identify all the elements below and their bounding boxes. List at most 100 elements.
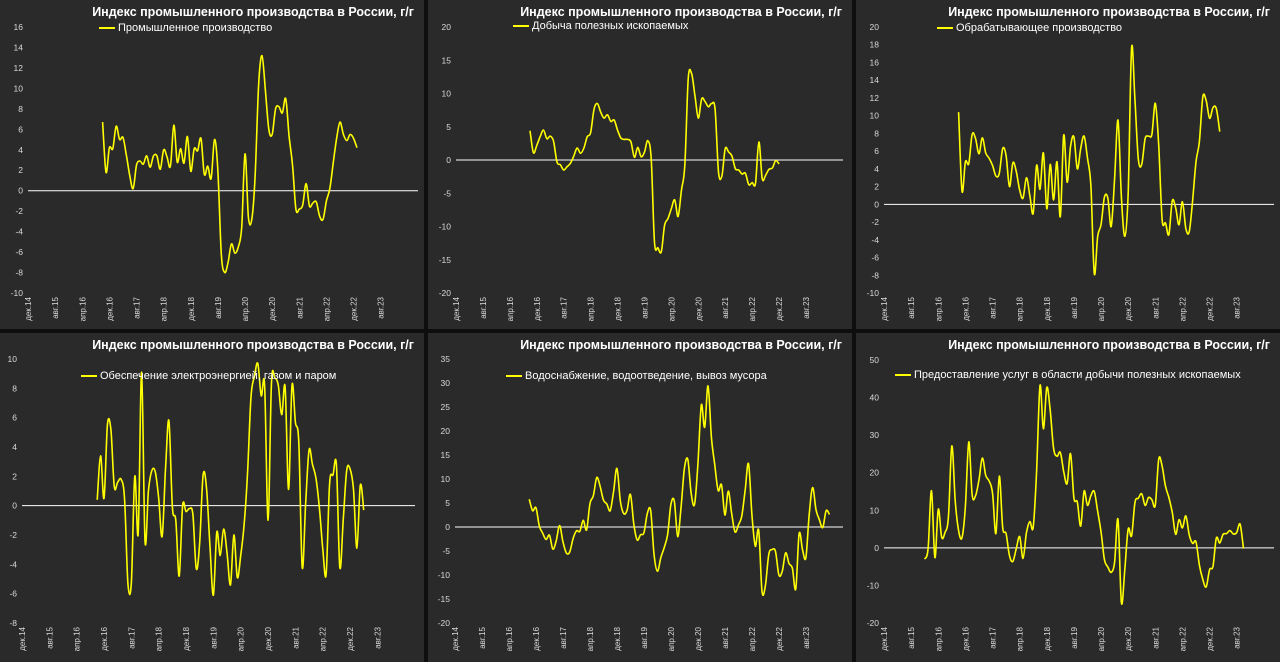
legend-label: Водоснабжение, водоотведение, вывоз мусо… <box>525 370 767 382</box>
y-tick-label: 4 <box>12 442 17 452</box>
x-tick-label: апр.16 <box>934 296 943 321</box>
y-tick-label: 16 <box>14 22 24 32</box>
x-tick-label: дек.18 <box>1043 626 1052 650</box>
y-tick-label: 10 <box>14 83 24 93</box>
x-tick-label: дек.22 <box>346 626 355 650</box>
y-tick-label: 10 <box>8 354 18 364</box>
y-tick-label: -10 <box>438 570 451 580</box>
chart-panel-water: -20 -15 -10 -5 0 5 10 15 20 25 30 35 дек.14 авг.15 апр… <box>428 333 852 662</box>
x-tick-label: дек.22 <box>1206 626 1215 650</box>
y-tick-label: 10 <box>442 89 452 99</box>
y-tick-label: 2 <box>18 165 23 175</box>
series-line <box>923 384 1245 605</box>
y-tick-label: 50 <box>870 355 880 365</box>
y-tick-label: 0 <box>874 199 879 209</box>
y-tick-label: 10 <box>441 474 451 484</box>
y-tick-label: 20 <box>442 22 452 32</box>
x-tick-label: дек.14 <box>880 626 889 650</box>
chart-panel-industrial-production: -10 -8 -6 -4 -2 0 2 4 6 8 10 12 14 16 дек.14 авг.15 апр.… <box>0 0 424 329</box>
x-tick-label: дек.22 <box>350 296 359 320</box>
y-tick-label: 10 <box>870 111 880 121</box>
legend-label: Промышленное производство <box>118 22 273 34</box>
x-tick-label: апр.22 <box>1178 626 1187 651</box>
x-tick-label: авг.19 <box>209 626 218 648</box>
x-tick-label: дек.22 <box>775 626 784 650</box>
x-tick-label: апр.16 <box>934 626 943 651</box>
x-tick-label: дек.18 <box>187 296 196 320</box>
x-tick-label: авг.17 <box>989 296 998 318</box>
x-tick-label: апр.20 <box>237 626 246 651</box>
x-tick-label: апр.18 <box>587 296 596 321</box>
x-tick-label: дек.20 <box>1124 296 1133 320</box>
x-tick-label: авг.21 <box>721 626 730 648</box>
y-tick-label: 4 <box>18 145 23 155</box>
x-tick-label: авг.19 <box>214 296 223 318</box>
y-tick-label: 30 <box>441 378 451 388</box>
series-line <box>101 54 358 274</box>
x-tick-label: апр.20 <box>1097 296 1106 321</box>
y-tick-label: -15 <box>439 255 452 265</box>
x-tick-label: дек.18 <box>182 626 191 650</box>
y-tick-label: 14 <box>870 75 880 85</box>
x-tick-label: авг.19 <box>1070 626 1079 648</box>
y-tick-label: -2 <box>15 206 23 216</box>
legend-label: Обеспечение электроэнергией, газом и пар… <box>100 370 337 382</box>
y-tick-label: 0 <box>446 155 451 165</box>
y-tick-label: 20 <box>870 468 880 478</box>
chart-svg: -20 -15 -10 -5 0 5 10 15 20 дек.14 авг.15 апр.16 дек… <box>439 22 843 321</box>
x-tick-label: апр.22 <box>1178 296 1187 321</box>
x-tick-label: дек.20 <box>264 626 273 650</box>
x-tick-label: апр.16 <box>505 626 514 651</box>
x-tick-label: апр.18 <box>155 626 164 651</box>
legend-label: Предоставление услуг в области добычи по… <box>914 369 1241 381</box>
x-tick-label: апр.22 <box>322 296 331 321</box>
y-tick-label: -8 <box>9 618 17 628</box>
x-tick-label: апр.22 <box>319 626 328 651</box>
legend-line-swatch <box>937 27 953 29</box>
chart-legend: Водоснабжение, водоотведение, вывоз мусо… <box>506 370 767 382</box>
y-tick-label: -10 <box>867 288 880 298</box>
series-line <box>957 44 1221 276</box>
y-tick-label: 0 <box>445 522 450 532</box>
x-tick-label: дек.20 <box>1124 626 1133 650</box>
x-tick-label: дек.16 <box>533 296 542 320</box>
y-tick-label: 25 <box>441 402 451 412</box>
chart-legend: Предоставление услуг в области добычи по… <box>895 369 1241 381</box>
x-tick-label: авг.19 <box>640 296 649 318</box>
x-tick-label: дек.22 <box>1206 296 1215 320</box>
x-tick-label: авг.17 <box>989 626 998 648</box>
chart-title: Индекс промышленного производства в Росс… <box>948 338 1270 352</box>
y-tick-label: 8 <box>18 104 23 114</box>
chart-panel-electricity: -8 -6 -4 -2 0 2 4 6 8 10 дек.14 авг.15 апр.16 дек.16 а… <box>0 333 424 662</box>
chart-legend: Промышленное производство <box>99 22 272 34</box>
x-tick-label: дек.22 <box>775 296 784 320</box>
x-tick-label: дек.14 <box>18 626 27 650</box>
y-tick-label: -6 <box>9 589 17 599</box>
y-tick-label: -6 <box>871 253 879 263</box>
y-tick-label: -8 <box>15 268 23 278</box>
y-tick-label: -5 <box>442 546 450 556</box>
x-tick-label: апр.22 <box>748 296 757 321</box>
x-tick-label: авг.19 <box>640 626 649 648</box>
y-tick-label: -20 <box>438 618 451 628</box>
y-tick-label: 14 <box>14 42 24 52</box>
y-tick-label: 15 <box>441 450 451 460</box>
y-tick-label: 8 <box>874 128 879 138</box>
x-tick-label: авг.21 <box>1151 626 1160 648</box>
x-tick-label: авг.17 <box>559 626 568 648</box>
legend-line-swatch <box>895 374 911 376</box>
y-tick-label: 20 <box>441 426 451 436</box>
x-tick-label: авг.21 <box>1151 296 1160 318</box>
chart-legend: Обеспечение электроэнергией, газом и пар… <box>81 370 336 382</box>
y-tick-label: 6 <box>18 124 23 134</box>
y-tick-label: -10 <box>11 288 24 298</box>
x-tick-label: апр.20 <box>667 626 676 651</box>
chart-legend: Обрабатывающее производство <box>937 22 1122 34</box>
chart-title: Индекс промышленного производства в Росс… <box>520 5 842 19</box>
x-tick-label: авг.23 <box>802 296 811 318</box>
x-tick-label: авг.15 <box>45 626 54 648</box>
y-tick-label: -5 <box>443 188 451 198</box>
x-tick-label: дек.20 <box>694 296 703 320</box>
x-tick-label: апр.18 <box>586 626 595 651</box>
y-tick-label: 5 <box>446 122 451 132</box>
